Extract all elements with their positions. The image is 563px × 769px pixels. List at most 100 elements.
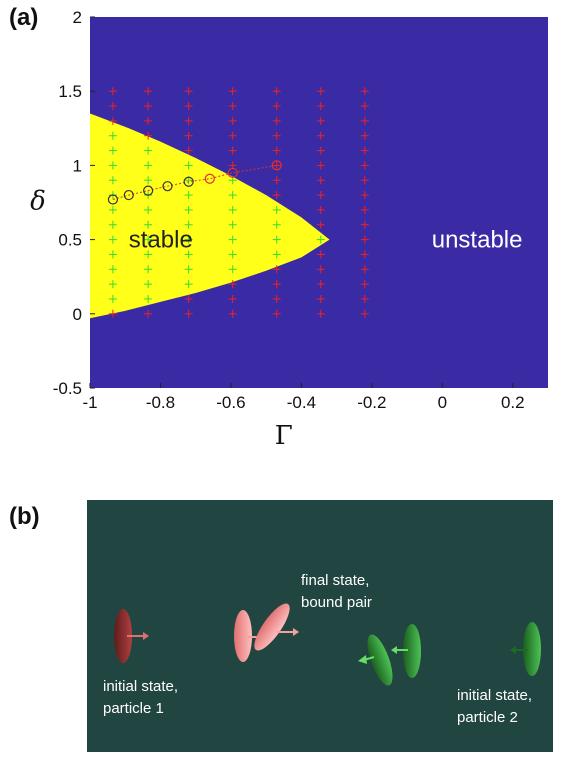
grid-marker — [228, 131, 237, 140]
grid-marker — [272, 250, 281, 259]
grid-marker — [108, 146, 117, 155]
grid-marker — [144, 87, 153, 96]
grid-marker — [144, 131, 153, 140]
grid-marker — [272, 205, 281, 214]
stability-chart: -1 -0.8 -0.6 -0.4 -0.2 0 0.2 -0.5 0 0.5 1 1.5 2 stab… — [30, 8, 548, 451]
grid-marker — [144, 235, 153, 244]
grid-marker — [272, 131, 281, 140]
grid-marker — [184, 294, 193, 303]
trajectory-point — [271, 160, 282, 171]
grid-marker — [144, 146, 153, 155]
grid-marker — [360, 265, 369, 274]
x-tick-label: 0 — [438, 393, 447, 412]
x-tick-label: -0.4 — [287, 393, 316, 412]
y-axis-title: δ — [30, 187, 46, 217]
trajectory-point — [204, 173, 215, 184]
grid-marker — [184, 235, 193, 244]
grid-marker — [108, 176, 117, 185]
grid-marker — [184, 161, 193, 170]
x-tick-label: -0.2 — [357, 393, 386, 412]
grid-marker — [360, 131, 369, 140]
y-tick-label: 2 — [73, 8, 82, 27]
grid-marker — [360, 250, 369, 259]
x-axis-title: Γ — [275, 421, 293, 451]
y-tick-label: 1 — [73, 156, 82, 175]
grid-marker — [228, 309, 237, 318]
grid-marker — [108, 250, 117, 259]
grid-marker — [316, 116, 325, 125]
grid-marker — [360, 220, 369, 229]
trajectory-point — [183, 176, 194, 187]
grid-marker — [360, 294, 369, 303]
bound-pair-red-disks — [234, 603, 299, 662]
y-tick-label: 0.5 — [58, 231, 82, 250]
particle-render — [114, 603, 541, 686]
grid-marker — [316, 131, 325, 140]
grid-marker — [144, 161, 153, 170]
y-tick-label: 0 — [73, 305, 82, 324]
grid-marker — [316, 294, 325, 303]
grid-marker — [144, 280, 153, 289]
grid-marker — [144, 116, 153, 125]
grid-marker — [184, 250, 193, 259]
grid-marker — [316, 250, 325, 259]
grid-marker — [272, 191, 281, 200]
grid-marker — [272, 176, 281, 185]
grid-marker — [316, 191, 325, 200]
grid-marker — [108, 87, 117, 96]
grid-marker — [272, 294, 281, 303]
grid-marker — [144, 294, 153, 303]
grid-marker — [108, 205, 117, 214]
grid-marker — [144, 102, 153, 111]
grid-marker — [228, 220, 237, 229]
grid-marker — [184, 146, 193, 155]
bound-pair-green-disks — [358, 624, 421, 686]
x-tick-label: -0.6 — [216, 393, 245, 412]
grid-marker — [360, 102, 369, 111]
grid-marker — [360, 309, 369, 318]
grid-marker — [272, 220, 281, 229]
grid-marker — [228, 280, 237, 289]
grid-marker — [108, 220, 117, 229]
region-label-stable: stable — [129, 227, 193, 254]
grid-marker — [316, 161, 325, 170]
grid-marker — [316, 176, 325, 185]
particle-1-initial-disk — [114, 609, 149, 663]
region-label-unstable: unstable — [432, 227, 523, 254]
y-tick-label: 1.5 — [58, 82, 82, 101]
grid-marker — [272, 235, 281, 244]
grid-marker — [108, 309, 117, 318]
grid-marker — [184, 205, 193, 214]
grid-marker — [144, 220, 153, 229]
grid-marker — [316, 146, 325, 155]
grid-marker — [228, 205, 237, 214]
grid-marker — [184, 131, 193, 140]
grid-marker — [144, 250, 153, 259]
grid-marker — [228, 191, 237, 200]
grid-marker — [360, 191, 369, 200]
grid-marker — [108, 294, 117, 303]
grid-marker — [108, 102, 117, 111]
grid-marker — [108, 161, 117, 170]
caption-initial-particle-1: initial state, particle 1 — [103, 678, 179, 717]
grid-marker — [316, 265, 325, 274]
grid-marker — [360, 146, 369, 155]
grid-marker — [228, 265, 237, 274]
trajectory-point — [162, 181, 173, 192]
grid-marker — [228, 87, 237, 96]
grid-marker — [228, 294, 237, 303]
grid-marker — [316, 205, 325, 214]
grid-marker — [184, 309, 193, 318]
grid-marker — [184, 102, 193, 111]
grid-marker — [272, 102, 281, 111]
x-tick-label: 0.2 — [501, 393, 525, 412]
grid-marker — [184, 220, 193, 229]
grid-marker — [272, 265, 281, 274]
grid-marker — [228, 116, 237, 125]
grid-marker — [316, 309, 325, 318]
panel-a-label: (a) — [9, 4, 39, 31]
grid-marker — [144, 205, 153, 214]
trajectory-point — [107, 194, 119, 205]
grid-marker — [316, 280, 325, 289]
grid-marker — [184, 191, 193, 200]
